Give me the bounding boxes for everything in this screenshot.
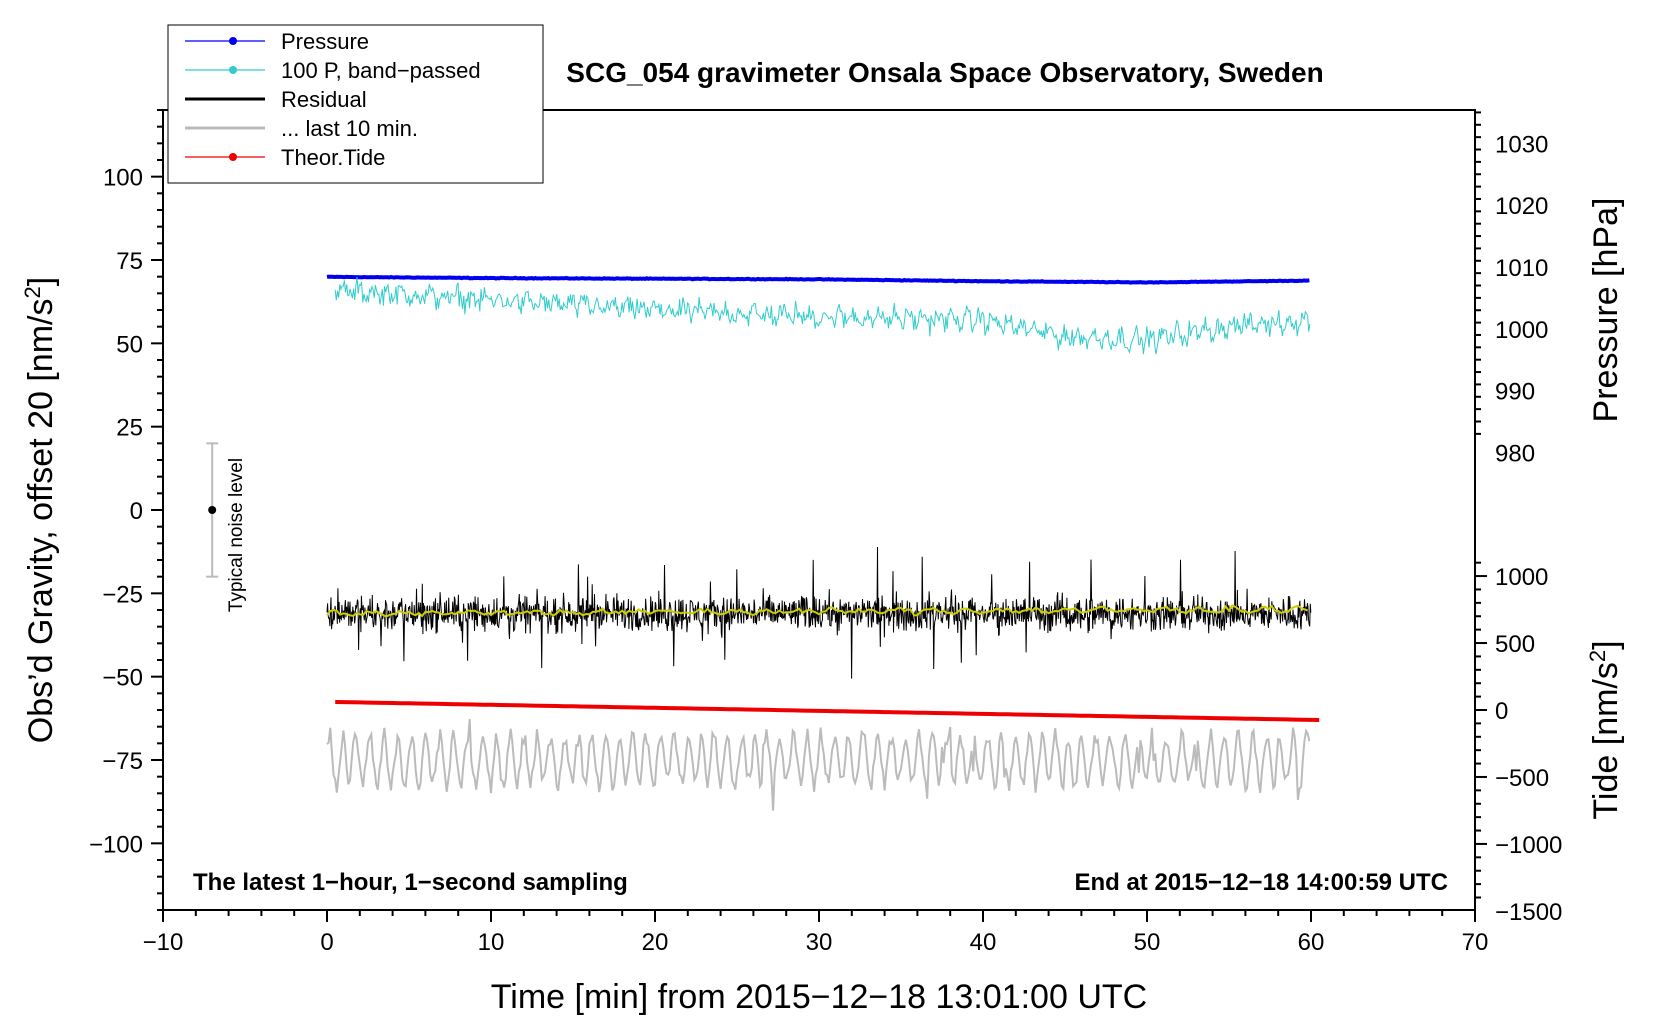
pressure-tick-label: 1010: [1495, 255, 1548, 282]
y-left-tick-label: 50: [116, 331, 143, 358]
legend-label: 100 P, band−passed: [281, 58, 481, 83]
x-tick-label: 0: [320, 929, 333, 956]
tide-tick-label: 500: [1495, 631, 1535, 658]
pressure-axis-ticks: 1030 1020 1010 1000 990 980: [1475, 111, 1548, 467]
tide-tick-label: 0: [1495, 698, 1508, 725]
series-residual-smoothed: [326, 603, 1309, 618]
noise-bar: Typical noise level: [206, 442, 247, 612]
pressure-tick-label: 1030: [1495, 131, 1548, 158]
y-left-tick-label: 25: [116, 415, 143, 442]
y-left-tick-label: −100: [89, 831, 143, 858]
y-left-tick-label: 0: [130, 498, 143, 525]
series-residual: [326, 546, 1312, 679]
legend: Pressure 100 P, band−passed Residual ... la…: [167, 24, 544, 184]
y-left-tick-label: −25: [102, 581, 143, 608]
noise-bar-dot: [208, 506, 217, 514]
tide-tick-label: −500: [1495, 765, 1549, 792]
annotation-left: The latest 1−hour, 1−second sampling: [193, 869, 628, 896]
x-axis-title: Time [min] from 2015−12−18 13:01:00 UTC: [491, 978, 1147, 1016]
legend-label: Residual: [281, 87, 367, 112]
legend-marker: [229, 153, 237, 161]
tide-tick-label: −1000: [1495, 832, 1562, 859]
annotation-right: End at 2015−12−18 14:00:59 UTC: [1074, 869, 1448, 896]
x-tick-label: 40: [970, 929, 997, 956]
tide-axis-ticks: 1000 500 0 −500 −1000 −1500: [1475, 561, 1562, 926]
legend-label: Pressure: [281, 29, 369, 54]
y-left-tick-label: 100: [103, 165, 143, 192]
y-left-tick-label: −75: [102, 748, 143, 775]
legend-marker: [229, 37, 237, 45]
tide-tick-label: −1500: [1495, 899, 1562, 926]
x-tick-label: 50: [1134, 929, 1161, 956]
series-group: [326, 274, 1320, 811]
y-left-axis-title: Obs’d Gravity, offset 20 [nm/s2]: [20, 277, 61, 743]
y-left-axis-ticks: 100 75 50 25 0 −25 −50 −75 −100: [89, 109, 163, 911]
y-pressure-axis-title: Pressure [hPa]: [1587, 198, 1625, 423]
series-pressure: [326, 274, 1310, 285]
legend-marker: [229, 66, 237, 74]
series-last-10-min: [326, 719, 1311, 811]
x-axis-ticks: −10 0 10 20 30 40 50 60 70: [143, 910, 1489, 956]
legend-label: ... last 10 min.: [281, 116, 418, 141]
noise-bar-label: Typical noise level: [226, 458, 247, 612]
x-tick-label: 10: [478, 929, 505, 956]
series-theor-tide: [335, 700, 1320, 722]
x-tick-label: 20: [642, 929, 669, 956]
x-tick-label: 70: [1462, 929, 1489, 956]
pressure-tick-label: 980: [1495, 440, 1535, 467]
x-tick-label: 60: [1298, 929, 1325, 956]
pressure-tick-label: 1020: [1495, 193, 1548, 220]
tide-tick-label: 1000: [1495, 564, 1548, 591]
pressure-tick-label: 1000: [1495, 317, 1548, 344]
x-tick-label: −10: [143, 929, 184, 956]
pressure-tick-label: 990: [1495, 379, 1535, 406]
y-left-tick-label: −50: [102, 665, 143, 692]
legend-label: Theor.Tide: [281, 145, 385, 170]
chart-title: SCG_054 gravimeter Onsala Space Observat…: [566, 57, 1323, 88]
y-tide-axis-title: Tide [nm/s2]: [1585, 640, 1626, 819]
series-100p-band-passed: [334, 277, 1311, 355]
y-left-tick-label: 75: [116, 248, 143, 275]
x-tick-label: 30: [806, 929, 833, 956]
